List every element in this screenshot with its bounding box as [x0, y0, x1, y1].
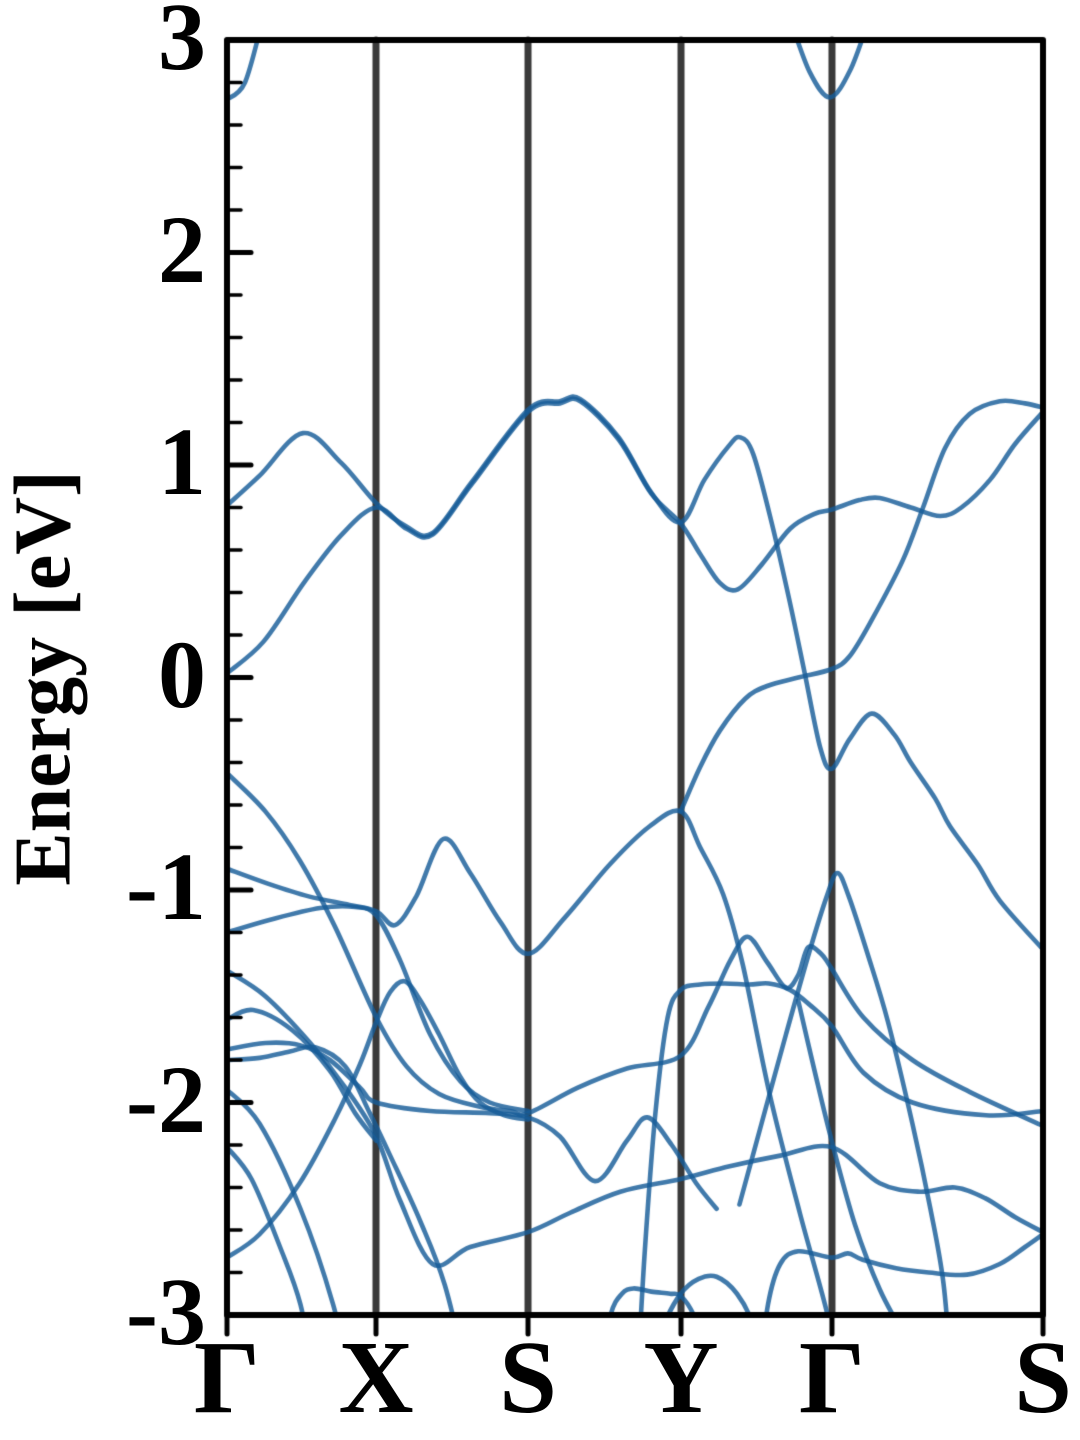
y-tick-label: -1	[126, 833, 206, 941]
y-tick-label: 0	[158, 620, 206, 728]
y-tick-label: 3	[158, 0, 206, 91]
k-point-label: S	[499, 1320, 557, 1435]
k-point-label: Y	[643, 1320, 719, 1435]
k-point-label: Γ	[798, 1320, 866, 1435]
y-tick-label: 2	[158, 195, 206, 303]
k-point-label: Γ	[193, 1320, 261, 1435]
y-tick-label: -2	[126, 1045, 206, 1153]
y-tick-label: 1	[158, 408, 206, 516]
k-point-label: S	[1014, 1320, 1072, 1435]
k-point-label: X	[338, 1320, 414, 1435]
y-tick-label: -3	[126, 1258, 206, 1366]
